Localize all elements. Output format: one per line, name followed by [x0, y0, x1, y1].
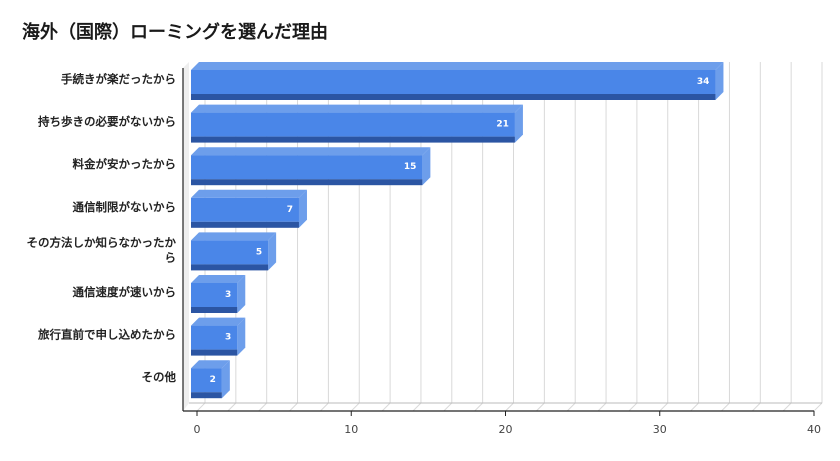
floor-gridline: [196, 402, 206, 412]
floor-gridline: [443, 402, 453, 412]
bar-bottom-edge: [191, 221, 299, 228]
floor-gridline: [751, 402, 761, 412]
bar-end-face: [237, 275, 246, 313]
x-tick-label: 20: [499, 423, 513, 436]
data-label: 5: [256, 247, 262, 257]
bar: [191, 155, 423, 180]
bar: [191, 325, 238, 350]
bar-end-face: [268, 232, 277, 271]
bar-end-face: [422, 147, 431, 186]
bar: [191, 70, 716, 94]
floor-gridline: [505, 402, 514, 412]
x-tick-label: 40: [807, 423, 821, 436]
bar-top-face: [191, 62, 724, 70]
bar-bottom-edge: [191, 136, 515, 143]
bar-end-face: [715, 62, 724, 100]
bar-bottom-edge: [191, 179, 423, 186]
floor-gridline: [320, 402, 329, 412]
chart-title: 海外（国際）ローミングを選んだ理由: [22, 22, 328, 43]
bar-top-face: [191, 104, 523, 113]
floor-gridline: [659, 402, 669, 412]
floor-gridline: [350, 402, 360, 412]
data-label: 21: [496, 120, 509, 130]
bar-top-face: [191, 317, 246, 326]
floor-gridline: [535, 402, 545, 412]
bar-end-face: [221, 360, 230, 399]
data-label: 7: [287, 205, 293, 215]
floor-gridline: [381, 402, 391, 412]
bar-top-face: [191, 147, 431, 156]
data-label: 3: [225, 333, 231, 343]
floor-gridline: [690, 402, 699, 412]
category-label: 持ち歩きの必要がないから: [38, 115, 176, 129]
category-label: 手続きが楽だったから: [61, 72, 176, 86]
floor-gridline: [782, 402, 792, 412]
bar: [191, 283, 238, 307]
bar-bottom-edge: [191, 94, 716, 100]
floor-gridline: [566, 402, 576, 412]
category-label: 通信制限がないから: [73, 200, 177, 214]
bar-top-face: [191, 360, 230, 369]
bar: [191, 197, 299, 222]
floor-gridline: [721, 402, 730, 412]
bar: [191, 368, 222, 393]
plot-side-wall: [183, 62, 189, 411]
x-tick-label: 0: [194, 423, 201, 436]
category-label: その方法しか知らなかったから: [27, 235, 177, 264]
floor-gridline: [258, 402, 268, 412]
bar: [191, 240, 269, 265]
category-label: 通信速度が速いから: [73, 285, 177, 299]
bar-bottom-edge: [191, 392, 222, 399]
category-label: 旅行直前で申し込めたから: [38, 328, 176, 342]
floor-gridline: [289, 402, 298, 412]
bar-top-face: [191, 275, 246, 283]
x-tick-label: 30: [653, 423, 667, 436]
data-label: 2: [210, 375, 216, 385]
data-label: 15: [404, 162, 417, 172]
floor-gridline: [597, 402, 607, 412]
bar-bottom-edge: [191, 307, 238, 313]
bar-end-face: [514, 104, 523, 143]
floor-gridline: [474, 402, 484, 412]
bar-end-face: [237, 317, 246, 356]
x-tick-label: 10: [344, 423, 358, 436]
data-label: 34: [697, 77, 710, 87]
bar-bottom-edge: [191, 264, 269, 271]
bar-top-face: [191, 232, 277, 241]
floor-gridline: [227, 402, 237, 412]
bar-bottom-edge: [191, 349, 238, 356]
category-label: 料金が安かったから: [73, 157, 177, 171]
floor-gridline: [813, 402, 823, 412]
category-label: その他: [142, 370, 177, 384]
bar: [191, 112, 515, 137]
bar-top-face: [191, 189, 307, 198]
floor-gridline: [412, 402, 422, 412]
floor-gridline: [628, 402, 638, 412]
bar-end-face: [298, 189, 307, 228]
data-label: 3: [225, 290, 231, 300]
